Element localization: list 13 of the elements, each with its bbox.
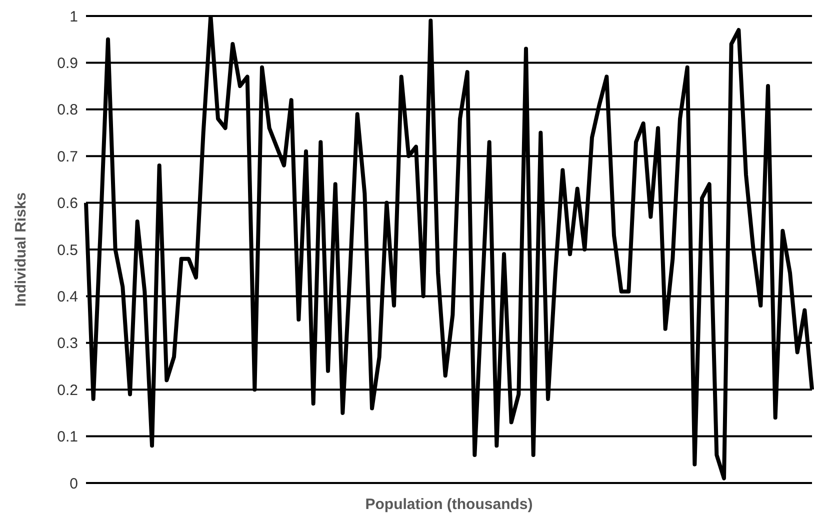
y-tick-label: 0.5: [57, 242, 78, 259]
y-axis-title: Individual Risks: [12, 192, 30, 307]
x-axis-title: Population (thousands): [365, 496, 533, 513]
y-tick-label: 0.3: [57, 335, 78, 352]
y-tick-label: 0.1: [57, 428, 78, 446]
y-tick-label: 1: [70, 8, 78, 26]
y-tick-label: 0.6: [57, 195, 78, 212]
y-tick-label: 0.2: [57, 382, 78, 399]
y-tick-label: 0.9: [57, 55, 78, 72]
y-tick-label: 0.8: [57, 102, 78, 119]
y-tick-label: 0.7: [57, 148, 78, 166]
y-tick-label: 0: [70, 475, 78, 492]
y-tick-label: 0.4: [57, 288, 78, 306]
